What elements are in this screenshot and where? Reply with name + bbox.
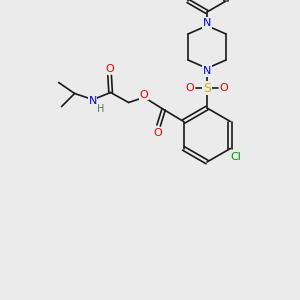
- Text: O: O: [153, 128, 162, 137]
- Text: H: H: [97, 104, 104, 115]
- Text: N: N: [203, 18, 211, 28]
- Text: N: N: [203, 66, 211, 76]
- Text: O: O: [220, 83, 228, 93]
- Text: N: N: [88, 97, 97, 106]
- Text: O: O: [186, 83, 194, 93]
- Text: S: S: [203, 82, 211, 94]
- Text: O: O: [139, 89, 148, 100]
- Text: O: O: [105, 64, 114, 74]
- Text: Cl: Cl: [230, 152, 241, 163]
